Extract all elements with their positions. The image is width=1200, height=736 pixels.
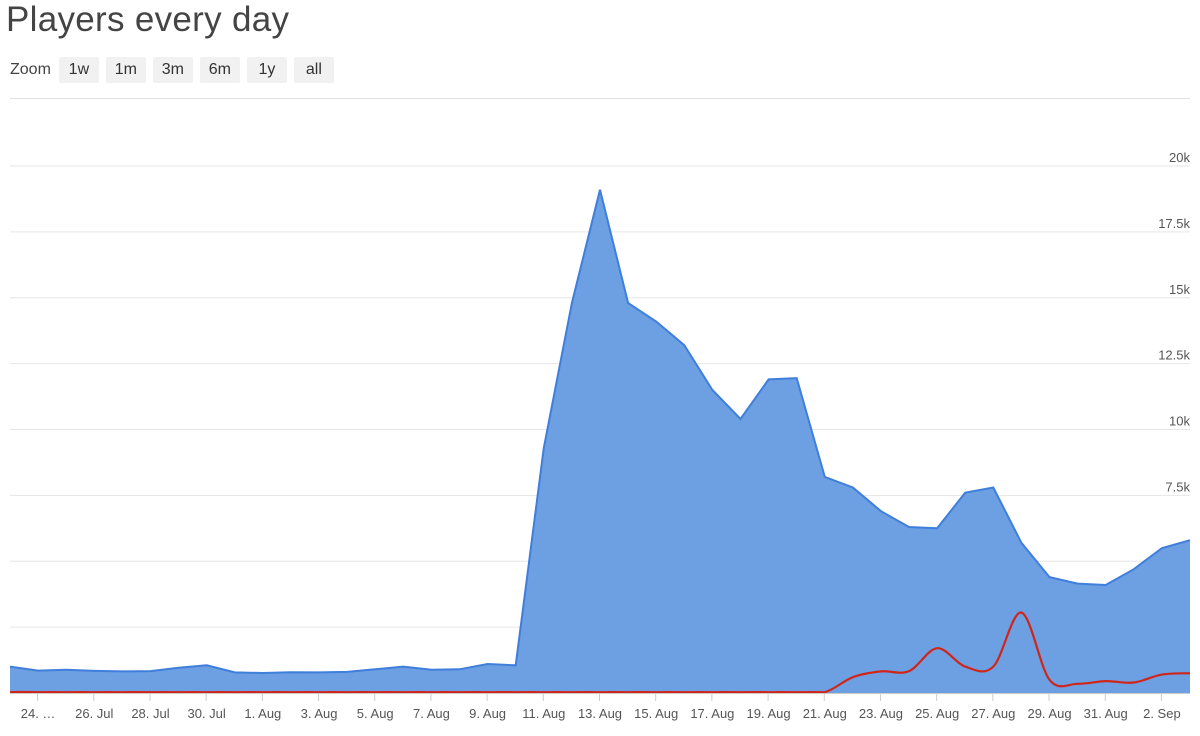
zoom-1w-button[interactable]: 1w: [58, 57, 99, 83]
x-tick-label: 7. Aug: [413, 706, 450, 721]
zoom-controls: Zoom 1w 1m 3m 6m 1y all: [10, 57, 341, 83]
x-tick-label: 31. Aug: [1084, 706, 1128, 721]
secondary-line: [9, 611, 1191, 694]
x-tick-label: 5. Aug: [357, 706, 394, 721]
x-tick-label: 3. Aug: [301, 706, 338, 721]
x-tick-label: 27. Aug: [971, 706, 1015, 721]
y-tick-label: 12.5k: [1158, 348, 1190, 363]
x-tick-label: 21. Aug: [803, 706, 847, 721]
zoom-1m-button[interactable]: 1m: [105, 57, 146, 83]
players-area: [10, 189, 1190, 693]
x-tick-label: 28. Jul: [131, 706, 169, 721]
x-tick-label: 29. Aug: [1027, 706, 1071, 721]
y-tick-label: 17.5k: [1158, 216, 1190, 231]
x-tick-label: 19. Aug: [747, 706, 791, 721]
zoom-3m-button[interactable]: 3m: [152, 57, 193, 83]
x-tick-label: 15. Aug: [634, 706, 678, 721]
players-line: [9, 189, 1191, 675]
chart-title: Players every day: [6, 0, 290, 39]
zoom-6m-button[interactable]: 6m: [199, 57, 240, 83]
x-tick-label: 25. Aug: [915, 706, 959, 721]
zoom-label: Zoom: [10, 61, 51, 78]
x-tick-label: 2. Sep: [1143, 706, 1181, 721]
y-tick-label: 10k: [1169, 414, 1190, 429]
x-tick-label: 26. Jul: [75, 706, 113, 721]
x-tick-label: 17. Aug: [690, 706, 734, 721]
x-tick-label: 11. Aug: [522, 706, 565, 721]
x-tick-label: 24. …: [21, 706, 56, 721]
zoom-1y-button[interactable]: 1y: [246, 57, 287, 83]
header-divider: [10, 98, 1190, 99]
zoom-all-button[interactable]: all: [293, 57, 334, 83]
y-tick-label: 15k: [1169, 282, 1190, 297]
x-tick-label: 1. Aug: [244, 706, 281, 721]
x-tick-label: 30. Jul: [188, 706, 226, 721]
x-tick-label: 9. Aug: [469, 706, 506, 721]
x-tick-label: 23. Aug: [859, 706, 903, 721]
y-tick-label: 7.5k: [1165, 479, 1190, 494]
y-tick-label: 20k: [1169, 150, 1190, 165]
x-tick-label: 13. Aug: [578, 706, 622, 721]
